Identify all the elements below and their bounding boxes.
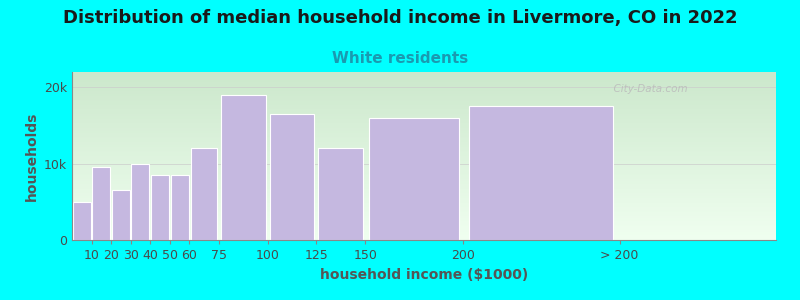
Bar (470, 106, 614, 240)
X-axis label: household income ($1000): household income ($1000) (320, 268, 528, 282)
Text: White residents: White residents (332, 51, 468, 66)
Bar (170, 175, 189, 240)
Bar (112, 190, 130, 240)
Bar (151, 175, 169, 240)
Text: City-Data.com: City-Data.com (607, 84, 688, 94)
Bar (318, 148, 363, 240)
Bar (370, 118, 459, 240)
Bar (131, 164, 150, 240)
Text: Distribution of median household income in Livermore, CO in 2022: Distribution of median household income … (62, 9, 738, 27)
Bar (73, 202, 90, 240)
Bar (221, 95, 266, 240)
Bar (270, 114, 314, 240)
Bar (190, 148, 218, 240)
Y-axis label: households: households (25, 111, 38, 201)
Bar (92, 167, 110, 240)
